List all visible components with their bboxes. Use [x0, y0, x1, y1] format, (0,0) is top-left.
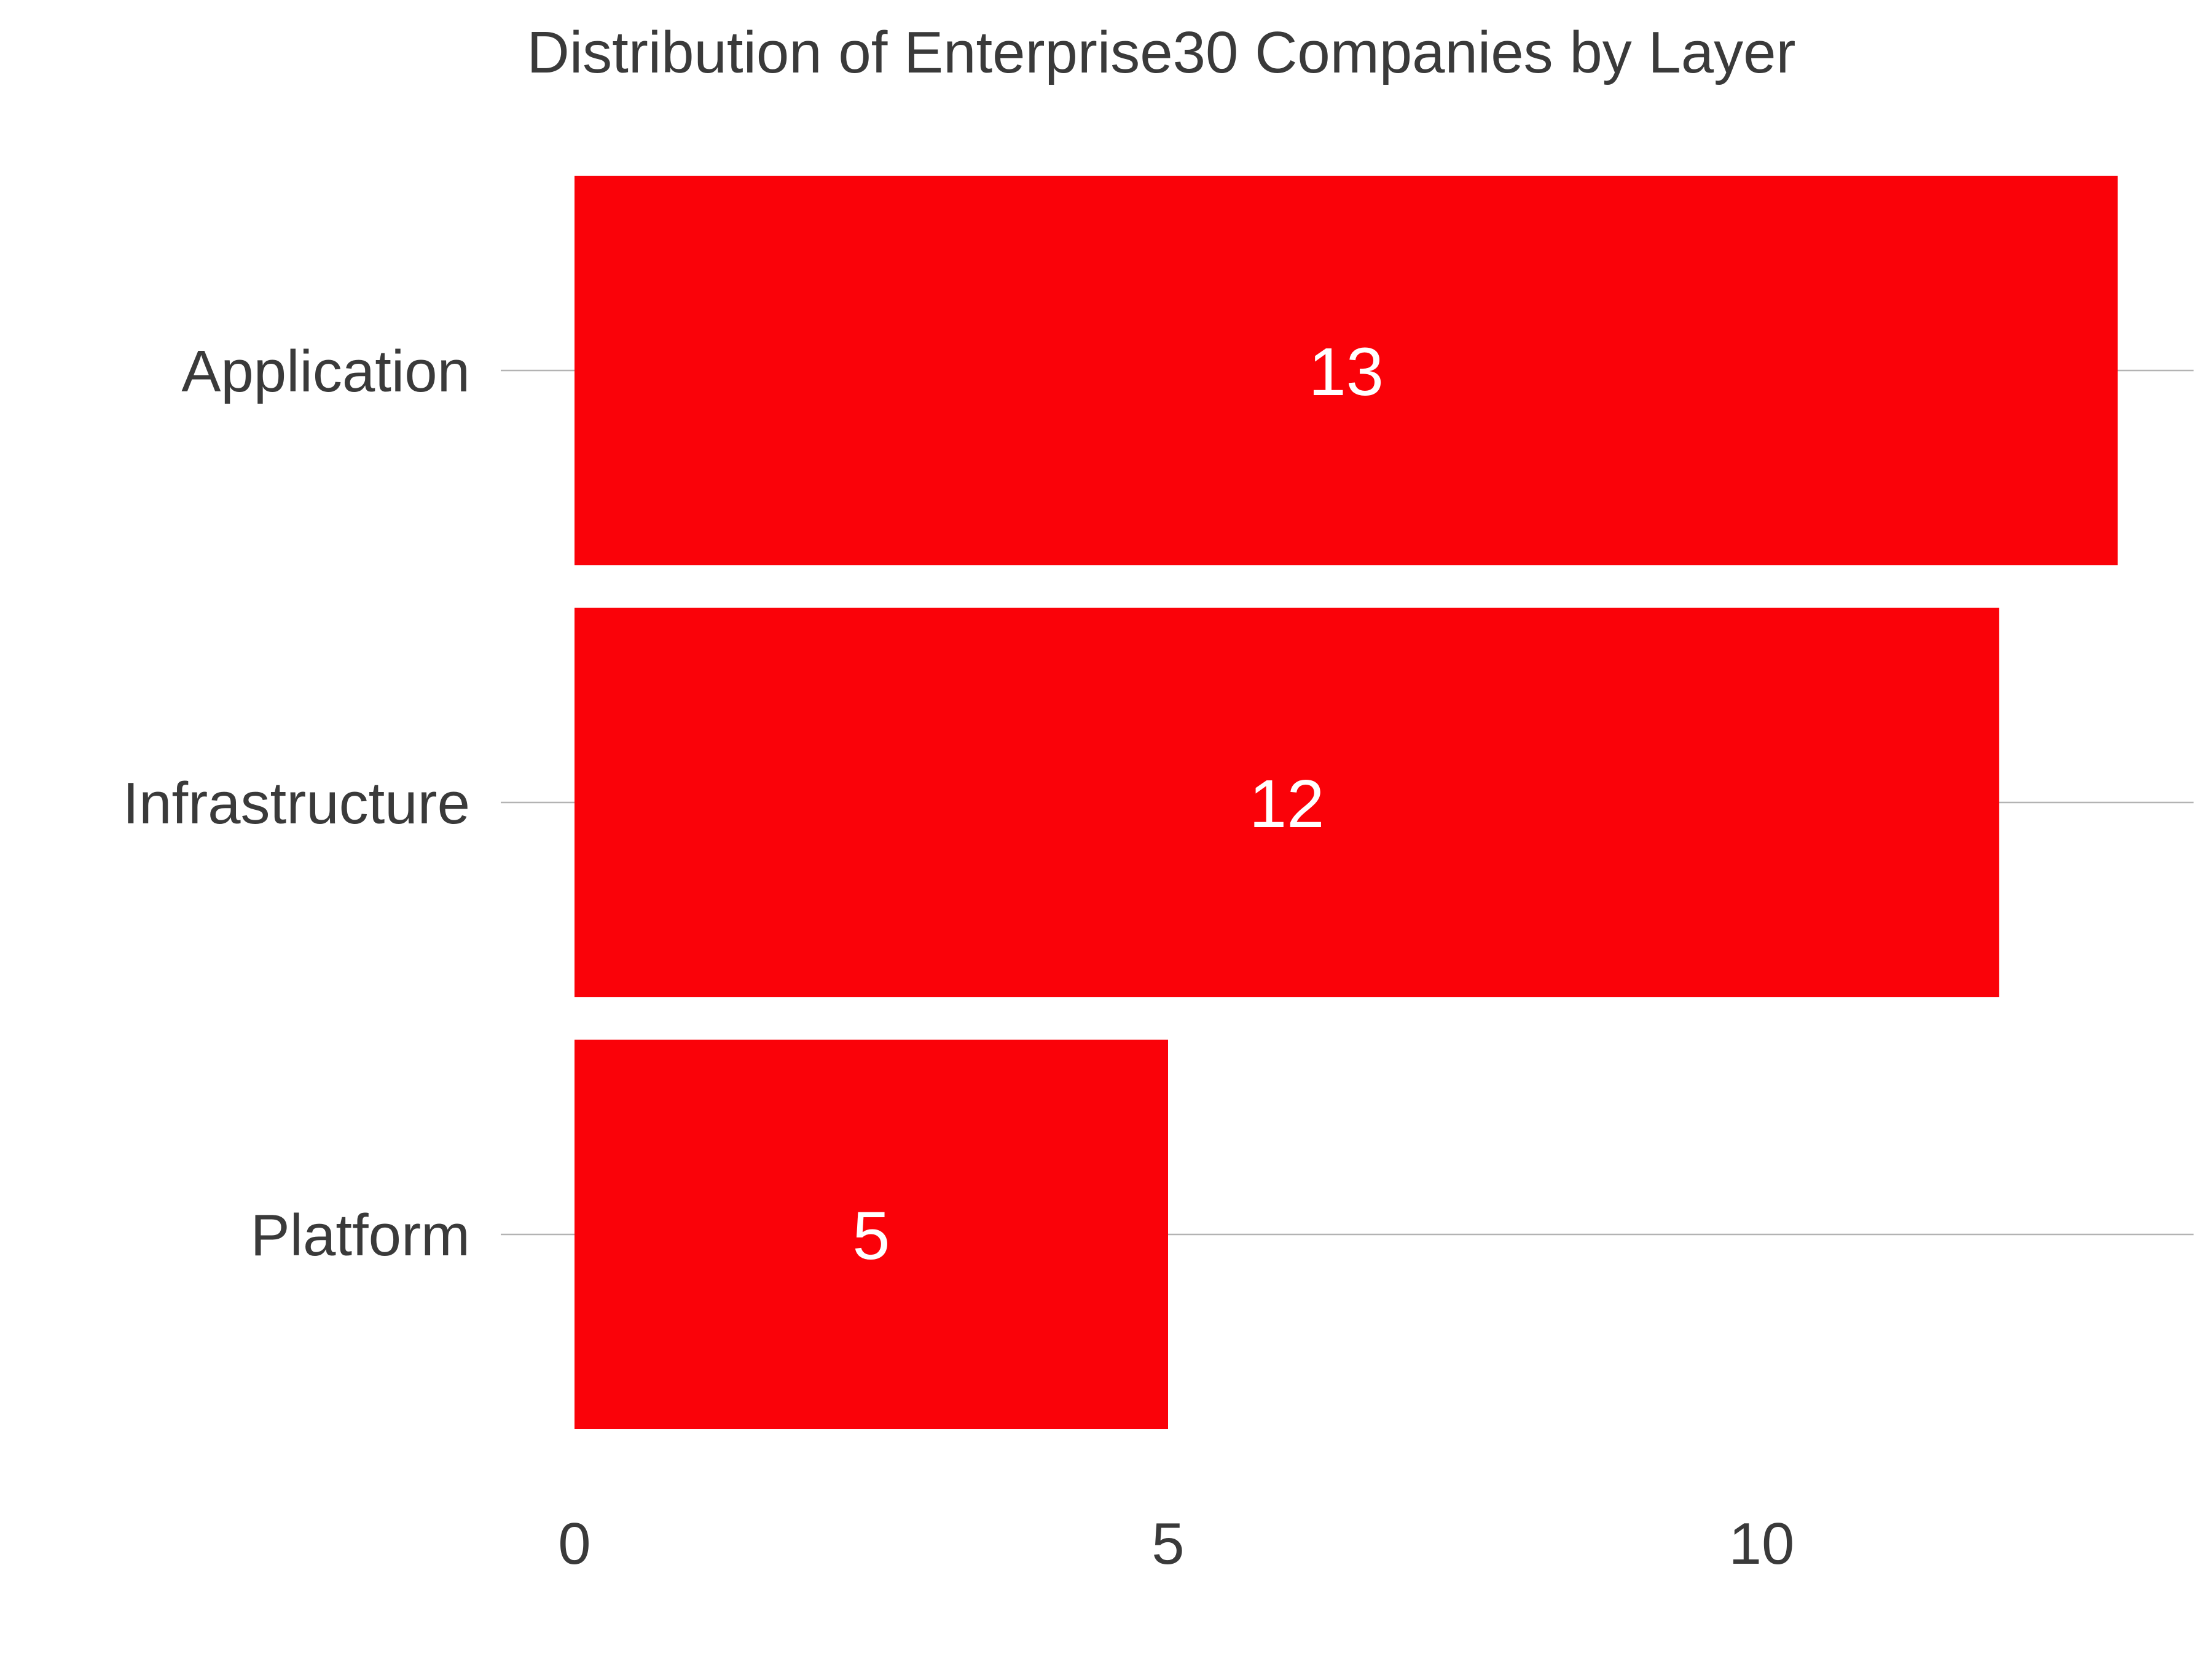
x-tick-label-5: 5	[1151, 1511, 1184, 1577]
category-label-application: Application	[181, 339, 470, 404]
data-label-infrastructure: 12	[1249, 766, 1324, 842]
bar-infrastructure	[575, 608, 1999, 997]
x-tick-label-0: 0	[558, 1511, 590, 1577]
data-label-application: 13	[1309, 334, 1384, 410]
x-axis-ticks: 0 5 10	[558, 1511, 1794, 1577]
bar-application	[575, 176, 2118, 565]
data-label-platform: 5	[852, 1198, 890, 1274]
bars	[575, 176, 2118, 1429]
category-label-infrastructure: Infrastructure	[122, 771, 470, 836]
bar-platform	[575, 1040, 1168, 1429]
data-labels: 13 12 5	[852, 334, 1384, 1274]
category-labels: Application Infrastructure Platform	[122, 339, 470, 1268]
x-tick-label-10: 10	[1729, 1511, 1795, 1577]
chart-title: Distribution of Enterprise30 Companies b…	[527, 20, 1795, 85]
category-label-platform: Platform	[251, 1202, 470, 1268]
